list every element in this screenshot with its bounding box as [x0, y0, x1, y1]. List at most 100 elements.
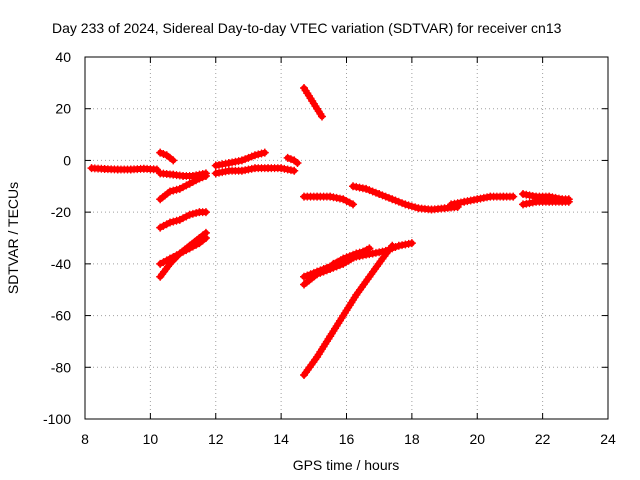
x-tick-label: 22 [535, 431, 551, 447]
data-marker [345, 254, 354, 263]
x-axis-label: GPS time / hours [293, 457, 400, 473]
data-marker [241, 166, 250, 175]
data-point [165, 254, 174, 263]
data-marker [479, 193, 488, 202]
series-s18 [447, 192, 518, 209]
y-tick-label: 0 [63, 152, 71, 168]
data-point [329, 259, 338, 268]
data-marker [231, 157, 240, 166]
series-s12 [300, 192, 358, 209]
data-point [300, 272, 309, 281]
data-point [519, 190, 528, 199]
data-point [339, 195, 348, 204]
data-point [447, 200, 456, 209]
data-marker [215, 168, 224, 177]
data-marker [169, 186, 178, 195]
data-point [342, 254, 351, 263]
series-s5 [156, 208, 210, 232]
data-marker [349, 253, 358, 262]
data-marker [371, 248, 380, 257]
data-marker [244, 153, 253, 162]
data-marker [215, 160, 224, 169]
data-marker [466, 196, 475, 205]
data-marker [244, 165, 253, 174]
data-point [165, 218, 174, 227]
data-marker [159, 221, 168, 230]
data-marker [179, 214, 188, 223]
series-s9 [211, 148, 269, 170]
data-point [283, 153, 292, 162]
data-marker [228, 158, 237, 167]
x-tick-label: 20 [469, 431, 485, 447]
data-marker [394, 197, 403, 206]
series-s10 [283, 153, 302, 168]
data-point [201, 171, 210, 180]
data-marker [381, 192, 390, 201]
x-tick-label: 10 [143, 431, 159, 447]
data-marker [241, 155, 250, 164]
x-tick-label: 12 [208, 431, 224, 447]
data-point [317, 112, 326, 121]
data-layer [87, 84, 573, 380]
data-point [185, 244, 194, 253]
data-marker [522, 190, 531, 199]
data-marker [378, 191, 387, 200]
series-s2 [156, 148, 178, 165]
data-point [290, 166, 299, 175]
y-tick-label: -20 [51, 204, 71, 220]
data-point [401, 200, 410, 209]
data-marker [159, 258, 168, 267]
data-point [237, 156, 246, 165]
data-marker [306, 270, 315, 279]
data-marker [522, 199, 531, 208]
data-point [260, 148, 269, 157]
y-tick-label: -100 [43, 411, 71, 427]
data-marker [453, 199, 462, 208]
grid [85, 57, 608, 419]
x-tick-label: 16 [339, 431, 355, 447]
x-tick-label: 14 [273, 431, 289, 447]
data-marker [525, 191, 534, 200]
series-s17 [349, 182, 462, 214]
data-point [185, 210, 194, 219]
data-point [375, 190, 384, 199]
data-point [211, 169, 220, 178]
y-tick-label: -80 [51, 359, 71, 375]
data-point [388, 195, 397, 204]
y-tick-label: 20 [55, 101, 71, 117]
data-marker [404, 201, 413, 210]
y-axis-label: SDTVAR / TECUs [5, 182, 21, 294]
data-marker [329, 193, 338, 202]
data-point [201, 234, 210, 242]
data-marker [355, 183, 364, 192]
data-marker [335, 257, 344, 266]
series-s8 [211, 164, 299, 178]
data-point [473, 195, 482, 204]
x-tick-label: 8 [81, 431, 89, 447]
data-point [388, 241, 397, 250]
data-marker [352, 182, 361, 191]
data-marker [398, 241, 407, 250]
data-marker [332, 193, 341, 202]
data-marker [303, 271, 312, 280]
data-marker [254, 150, 263, 159]
data-marker [476, 194, 485, 203]
data-point [156, 259, 165, 268]
data-point [201, 208, 210, 217]
data-marker [375, 248, 384, 257]
data-point [519, 200, 528, 209]
data-marker [283, 165, 292, 174]
data-point [211, 161, 220, 170]
data-point [175, 184, 184, 193]
data-point [407, 239, 416, 248]
data-point [293, 159, 302, 168]
data-point [175, 249, 184, 258]
data-marker [463, 197, 472, 206]
data-marker [362, 250, 371, 259]
series-s7 [156, 234, 210, 268]
data-marker [218, 160, 227, 169]
data-marker [188, 209, 197, 218]
data-marker [169, 252, 178, 261]
data-point [185, 179, 194, 188]
